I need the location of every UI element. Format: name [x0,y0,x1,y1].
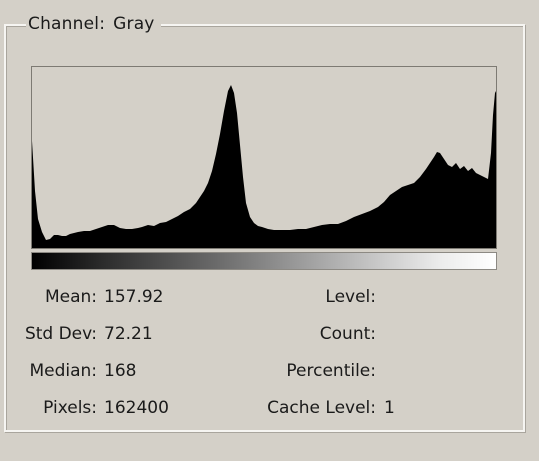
median-value: 168 [104,361,137,381]
histogram-plot[interactable] [31,66,497,249]
channel-value[interactable]: Gray [113,14,155,34]
cache-level-value: 1 [384,398,395,418]
channel-label: Channel: [28,14,106,34]
count-label: Count: [319,324,376,344]
mean-label: Mean: [44,287,97,307]
median-label: Median: [29,361,97,381]
channel-selector[interactable]: Channel: Gray [26,13,161,35]
histogram-group-box [4,24,525,432]
level-label: Level: [325,287,376,307]
pixels-value: 162400 [104,398,169,418]
histogram-shape [32,85,496,248]
std-dev-label: Std Dev: [24,324,97,344]
mean-value: 157.92 [104,287,164,307]
pixels-label: Pixels: [43,398,97,418]
percentile-label: Percentile: [286,361,376,381]
histogram-svg [32,85,496,248]
grayscale-ramp [31,252,497,270]
cache-level-label: Cache Level: [267,398,376,418]
std-dev-value: 72.21 [104,324,153,344]
